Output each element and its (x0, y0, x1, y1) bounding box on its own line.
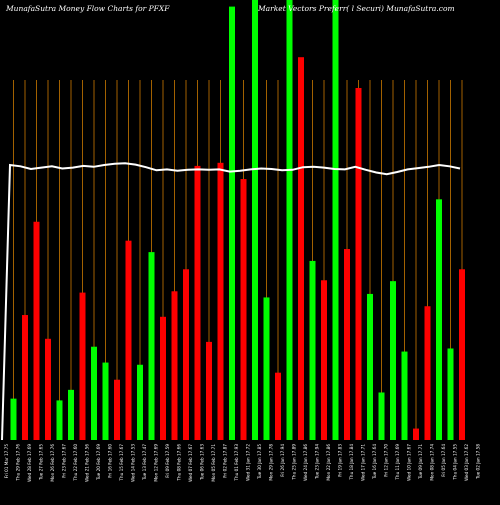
x-tick-label: Thu 15 Feb 17.67 (119, 444, 124, 482)
x-tick-label: Fri 05 Jan 17.64 (441, 444, 446, 477)
bar (91, 346, 97, 440)
bar (206, 341, 212, 440)
bar (459, 269, 465, 440)
x-tick-label: Tue 16 Jan 17.64 (372, 444, 377, 480)
bar (309, 260, 316, 440)
bar (68, 389, 74, 440)
bar (194, 165, 201, 440)
bar (378, 392, 385, 440)
x-tick-label: Fri 19 Jan 17.83 (338, 444, 343, 477)
x-tick-label: Wed 17 Jan 17.71 (361, 444, 366, 481)
x-tick-label: Tue 02 Jan 17.58 (476, 444, 481, 480)
x-tick-label: Thu 11 Jan 17.69 (395, 444, 400, 481)
bar (424, 306, 431, 440)
bar (183, 269, 189, 440)
x-tick-label: Mon 08 Jan 17.74 (430, 444, 435, 481)
bar (148, 252, 155, 440)
x-tick-label: Mon 05 Feb 17.71 (211, 444, 216, 482)
bar (229, 6, 235, 440)
bar (263, 297, 270, 440)
bar (171, 291, 178, 440)
x-tick-label: Tue 09 Jan 17.71 (418, 444, 423, 480)
x-tick-label: Fri 01 Mar 17.75 (4, 444, 9, 479)
bar (355, 88, 362, 440)
x-tick-label: Mon 12 Feb 17.69 (154, 444, 159, 482)
bar (114, 379, 120, 440)
x-tick-label: Thu 01 Feb 17.93 (234, 444, 239, 482)
bar (102, 362, 109, 440)
bar (286, 0, 293, 440)
x-tick-label: Tue 06 Feb 17.63 (200, 444, 205, 481)
bar (298, 57, 304, 440)
x-tick-label: Thu 25 Jan 17.89 (292, 444, 297, 481)
x-tick-label: Wed 31 Jan 17.72 (246, 444, 251, 481)
bar (22, 315, 28, 440)
money-flow-line (1, 162, 461, 441)
x-axis-labels: Fri 01 Mar 17.75 Thu 29 Feb 17.76 Wed 28… (4, 444, 481, 482)
x-tick-label: Wed 14 Feb 17.53 (131, 444, 136, 482)
bar (390, 281, 396, 440)
bar (332, 0, 339, 440)
bar (45, 338, 51, 440)
bar (33, 221, 40, 440)
x-tick-label: Fri 23 Feb 17.67 (62, 444, 67, 478)
bar-series (10, 0, 465, 441)
bar (125, 240, 132, 440)
x-tick-label: Fri 12 Jan 17.70 (384, 444, 389, 477)
bar (56, 400, 63, 440)
x-tick-label: Tue 30 Jan 17.85 (257, 444, 262, 480)
x-tick-label: Mon 29 Jan 17.78 (269, 444, 274, 481)
bar (240, 179, 247, 440)
x-tick-label: Tue 13 Feb 17.47 (142, 444, 147, 481)
x-tick-label: Wed 07 Feb 17.67 (188, 444, 193, 482)
x-tick-label: Wed 24 Jan 17.86 (303, 444, 308, 481)
x-tick-label: Mon 22 Jan 17.86 (326, 444, 331, 481)
x-tick-label: Tue 27 Feb 17.65 (39, 444, 44, 481)
x-tick-label: Wed 10 Jan 17.67 (407, 444, 412, 481)
x-tick-label: Thu 08 Feb 17.66 (177, 444, 182, 482)
bar (413, 428, 419, 440)
x-tick-label: Fri 16 Feb 17.60 (108, 444, 113, 478)
x-tick-label: Fri 02 Feb 17.87 (223, 444, 228, 478)
x-tick-label: Thu 29 Feb 17.76 (16, 444, 21, 482)
bar (367, 293, 373, 440)
x-tick-label: Thu 04 Jan 17.55 (453, 444, 458, 481)
chart-title: MunafaSutra Money Flow Charts for PFXF (6, 4, 170, 13)
x-tick-label: Wed 21 Feb 17.56 (85, 444, 90, 482)
bar (344, 249, 350, 440)
bar (252, 0, 258, 440)
bar (401, 351, 408, 440)
bar (79, 292, 86, 440)
x-tick-label: Fri 09 Feb 17.59 (165, 444, 170, 478)
x-tick-label: Mon 26 Feb 17.76 (50, 444, 55, 482)
x-tick-label: Thu 22 Feb 17.60 (73, 444, 78, 482)
chart-subtitle: Market Vectors Preferr( l Securi) Munafa… (258, 4, 455, 13)
x-tick-label: Wed 03 Jan 17.62 (464, 444, 469, 481)
x-tick-label: Tue 23 Jan 17.94 (315, 444, 320, 480)
x-tick-label: Thu 18 Jan 17.84 (349, 444, 354, 481)
bar (436, 199, 442, 440)
x-tick-label: Tue 20 Feb 17.69 (96, 444, 101, 481)
bar (160, 316, 166, 440)
x-tick-label: Wed 28 Feb 17.69 (27, 444, 32, 482)
bar (447, 348, 454, 440)
bar (321, 280, 327, 440)
x-tick-label: Fri 26 Jan 17.94 (280, 444, 285, 477)
bar (217, 162, 224, 441)
bar (137, 364, 143, 440)
bar (10, 398, 17, 440)
bar (275, 372, 281, 440)
line-series (1, 162, 461, 441)
